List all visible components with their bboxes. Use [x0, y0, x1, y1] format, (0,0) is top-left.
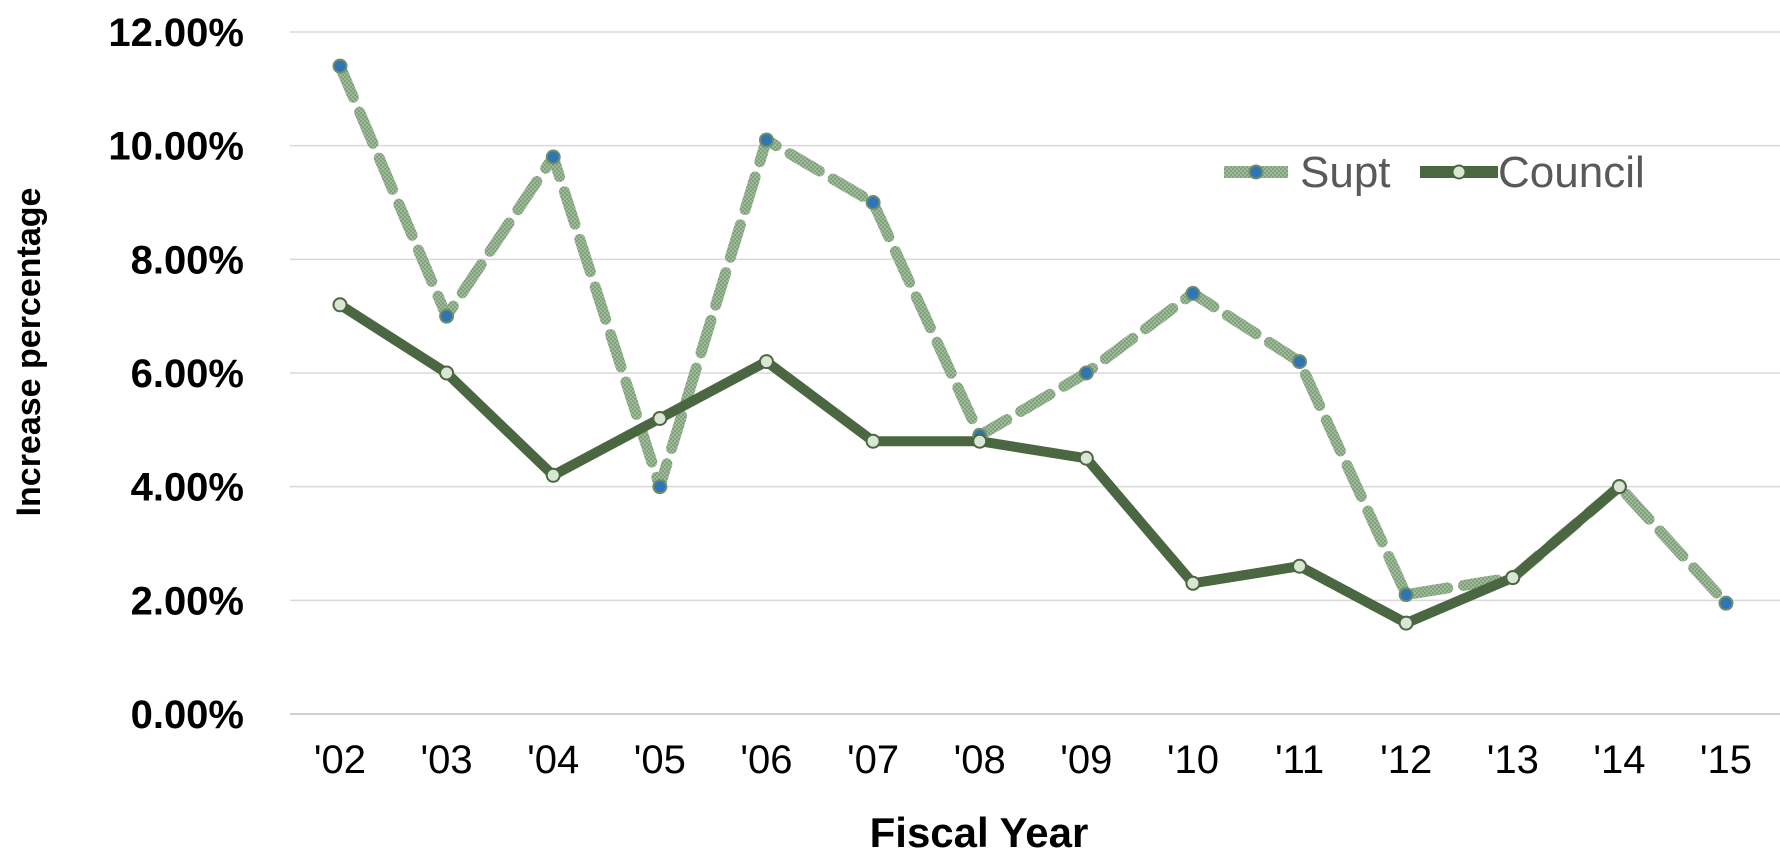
x-tick-label: '02 — [314, 738, 366, 782]
data-point-council — [1185, 575, 1201, 591]
gridlines — [290, 31, 1780, 715]
legend-label-supt: Supt — [1300, 148, 1391, 197]
x-tick-label: '03 — [421, 738, 473, 782]
data-point-supt — [332, 58, 348, 74]
legend-item-council: Council — [1420, 148, 1645, 197]
series-line-council — [335, 299, 1625, 629]
y-axis-title: Increase percentage — [10, 188, 48, 517]
series-line-supt — [334, 60, 1732, 609]
y-axis-ticks: 0.00% 2.00% 4.00% 6.00% 8.00% 10.00% 12.00% — [108, 11, 244, 737]
data-point-council — [439, 365, 455, 381]
y-tick-label: 10.00% — [108, 125, 244, 169]
data-point-supt — [1398, 587, 1414, 603]
y-tick-label: 4.00% — [131, 466, 244, 510]
legend-item-supt: Supt — [1224, 148, 1391, 197]
legend-label-council: Council — [1498, 148, 1645, 197]
data-point-council — [1292, 558, 1308, 574]
data-point-council — [652, 410, 668, 426]
x-tick-label: '05 — [634, 738, 686, 782]
y-tick-label: 8.00% — [131, 238, 244, 282]
x-tick-label: '13 — [1487, 738, 1539, 782]
data-point-supt — [1292, 354, 1308, 370]
y-tick-label: 0.00% — [131, 693, 244, 737]
x-tick-label: '10 — [1167, 738, 1219, 782]
x-tick-label: '11 — [1275, 738, 1324, 782]
x-tick-label: '07 — [847, 738, 899, 782]
x-tick-label: '14 — [1593, 738, 1645, 782]
data-point-supt — [652, 479, 668, 495]
y-tick-label: 12.00% — [108, 11, 244, 55]
data-point-council — [1505, 570, 1521, 586]
y-tick-label: 2.00% — [131, 579, 244, 623]
data-point-supt — [1185, 285, 1201, 301]
x-tick-label: '08 — [954, 738, 1006, 782]
x-axis-ticks: '02 '03 '04 '05 '06 '07 '08 '09 '10 '11 '12 '13 '14 '… — [314, 738, 1752, 782]
x-axis-title: Fiscal Year — [870, 809, 1089, 854]
legend: Supt Council — [1224, 148, 1645, 197]
data-point-council — [1611, 479, 1627, 495]
data-point-council — [332, 297, 348, 313]
x-tick-label: '04 — [527, 738, 579, 782]
x-tick-label: '06 — [740, 738, 792, 782]
data-point-supt — [545, 149, 561, 165]
data-point-council — [1398, 615, 1414, 631]
data-point-council — [545, 467, 561, 483]
data-point-supt — [758, 132, 774, 148]
y-tick-label: 6.00% — [131, 352, 244, 396]
x-tick-label: '12 — [1380, 738, 1432, 782]
data-point-council — [865, 433, 881, 449]
legend-marker-council — [1451, 164, 1467, 180]
data-point-supt — [1718, 595, 1734, 611]
x-tick-label: '15 — [1700, 738, 1752, 782]
data-point-supt — [865, 195, 881, 210]
legend-marker-supt — [1248, 164, 1264, 180]
x-tick-label: '09 — [1060, 738, 1112, 782]
data-point-council — [972, 433, 988, 449]
series-markers — [332, 58, 1734, 631]
data-point-council — [1078, 450, 1094, 466]
data-point-supt — [439, 308, 455, 324]
data-point-council — [758, 354, 774, 370]
data-point-supt — [1078, 365, 1094, 381]
